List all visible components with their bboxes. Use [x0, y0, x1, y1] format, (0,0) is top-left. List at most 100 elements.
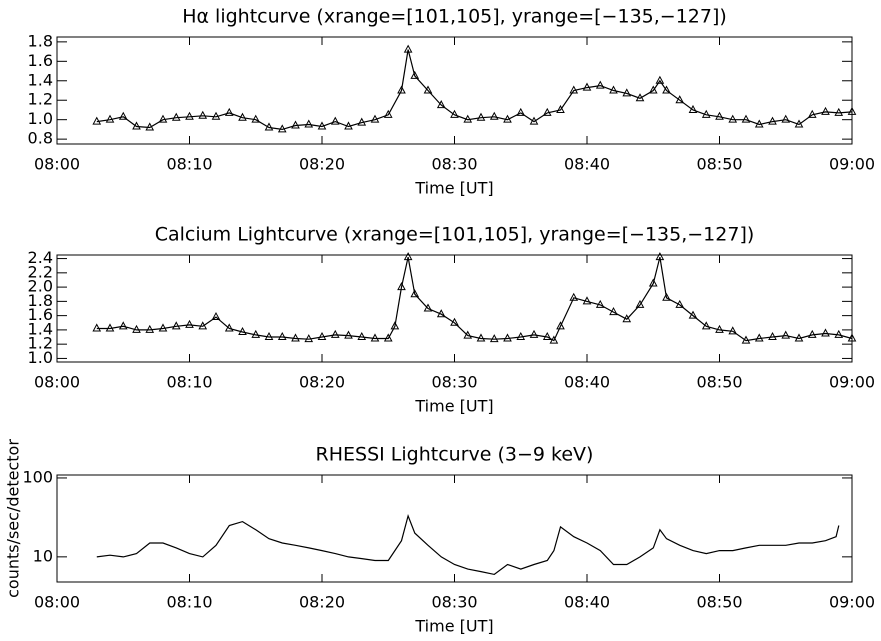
data-marker [516, 331, 526, 341]
y-tick-label: 2.2 [28, 262, 53, 281]
y-tick-label: 1.8 [28, 291, 53, 310]
data-marker [655, 252, 665, 261]
data-marker [582, 82, 592, 91]
x-tick-label: 09:00 [829, 593, 875, 612]
data-marker [595, 80, 605, 89]
y-tick-label: 1.0 [28, 348, 53, 367]
x-tick-label: 08:10 [166, 155, 212, 174]
data-marker [503, 114, 512, 123]
data-marker [211, 312, 221, 321]
data-marker [754, 333, 764, 342]
data-marker [556, 321, 565, 330]
x-tick-label: 08:30 [431, 155, 477, 174]
data-marker [132, 121, 141, 130]
data-marker [688, 104, 698, 113]
data-marker [264, 331, 274, 341]
data-marker [211, 111, 221, 120]
data-marker [701, 109, 711, 118]
data-marker [489, 111, 499, 120]
data-marker [357, 331, 367, 341]
data-marker [595, 299, 605, 308]
data-marker [675, 299, 685, 308]
data-marker [569, 85, 579, 94]
y-tick-label: 0.8 [28, 129, 53, 148]
data-marker [768, 331, 777, 341]
data-marker [224, 107, 234, 116]
data-marker [370, 114, 380, 123]
data-marker [92, 323, 102, 332]
y-tick-label: 1.6 [28, 51, 53, 70]
data-marker [383, 333, 393, 342]
data-marker [403, 252, 413, 261]
x-tick-label: 08:30 [431, 373, 477, 392]
data-marker [754, 119, 764, 128]
data-marker [662, 85, 671, 94]
data-marker [158, 323, 168, 332]
x-tick-label: 08:10 [166, 593, 212, 612]
data-marker [436, 100, 446, 109]
data-marker [556, 104, 565, 113]
data-marker [118, 111, 128, 120]
data-marker [390, 321, 400, 330]
y-tick-label: 2.0 [28, 277, 53, 296]
data-marker [582, 296, 592, 305]
data-marker [277, 331, 287, 341]
data-marker [768, 116, 777, 125]
data-marker [635, 93, 645, 102]
x-tick-label: 09:00 [829, 155, 875, 174]
data-marker [834, 107, 844, 116]
data-marker [688, 310, 698, 319]
data-marker [423, 303, 433, 312]
x-tick-label: 08:20 [299, 155, 345, 174]
data-marker [251, 329, 261, 338]
data-marker [397, 282, 406, 291]
data-marker [304, 334, 314, 343]
data-marker [198, 110, 208, 119]
plot-frame [56, 254, 853, 363]
data-marker [423, 85, 433, 94]
data-marker [622, 88, 632, 97]
chart-title: RHESSI Lightcurve (3−9 keV) [316, 444, 594, 466]
data-marker [715, 111, 724, 120]
x-tick-label: 08:10 [166, 373, 212, 392]
y-tick-label: 10 [33, 546, 53, 565]
data-marker [158, 114, 168, 123]
data-marker [662, 292, 671, 301]
data-marker [794, 333, 804, 342]
chart-title: Hα lightcurve (xrange=[101,105], yrange=… [182, 6, 727, 28]
plot-frame [56, 474, 853, 583]
data-marker [330, 329, 340, 338]
data-marker [609, 307, 618, 316]
data-marker [516, 107, 526, 116]
data-marker [655, 75, 665, 84]
data-marker [463, 330, 473, 339]
x-axis-label: Time [UT] [414, 617, 493, 636]
x-tick-label: 08:00 [34, 593, 80, 612]
x-tick-label: 08:40 [564, 593, 610, 612]
data-marker [304, 119, 314, 128]
data-marker [622, 314, 632, 323]
data-marker [238, 112, 247, 121]
data-marker [635, 299, 645, 308]
data-marker [503, 333, 512, 342]
data-marker [609, 85, 618, 94]
data-line [96, 513, 840, 576]
data-marker [834, 329, 844, 338]
data-marker [741, 114, 751, 123]
y-tick-label: 100 [22, 467, 53, 486]
data-marker [807, 329, 817, 338]
x-tick-label: 08:50 [696, 593, 742, 612]
plot-frame [56, 36, 853, 145]
y-tick-label: 1.2 [28, 90, 53, 109]
x-tick-label: 08:40 [564, 155, 610, 174]
data-marker [476, 112, 486, 121]
data-marker [741, 335, 751, 344]
data-marker [701, 321, 711, 330]
data-marker [781, 330, 791, 339]
y-tick-label: 1.4 [28, 319, 53, 338]
data-marker [675, 95, 685, 104]
data-marker [291, 333, 300, 342]
data-marker [397, 85, 406, 94]
data-marker [728, 326, 738, 335]
